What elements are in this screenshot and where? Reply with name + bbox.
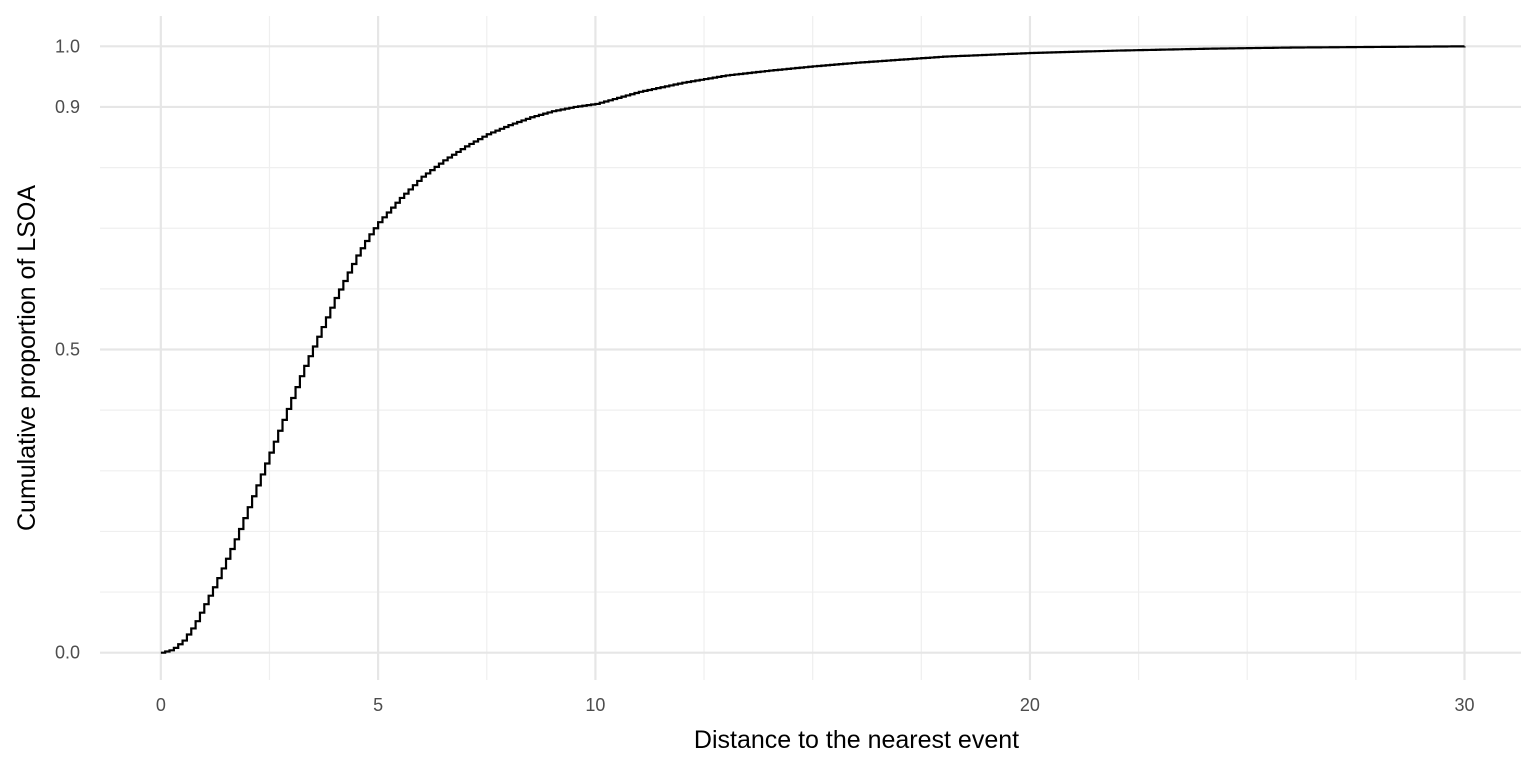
y-tick-label: 0.5 xyxy=(55,340,80,360)
x-tick-label: 20 xyxy=(1020,695,1040,715)
x-axis-title: Distance to the nearest event xyxy=(694,726,1019,754)
ecdf-step-line xyxy=(160,45,1466,654)
y-tick-label: 0.9 xyxy=(55,97,80,117)
y-tick-label: 0.0 xyxy=(55,643,80,663)
x-tick-label: 30 xyxy=(1454,695,1474,715)
x-tick-label: 10 xyxy=(585,695,605,715)
y-tick-label: 1.0 xyxy=(55,36,80,56)
x-tick-label: 5 xyxy=(373,695,383,715)
x-tick-label: 0 xyxy=(156,695,166,715)
y-axis-title: Cumulative proportion of LSOA xyxy=(13,185,41,531)
